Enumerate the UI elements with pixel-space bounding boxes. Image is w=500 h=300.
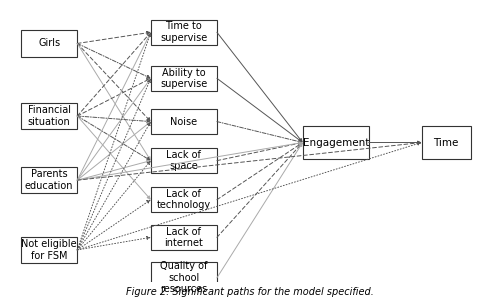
Text: Ability to
supervise: Ability to supervise xyxy=(160,68,208,89)
Bar xyxy=(21,103,78,129)
Bar xyxy=(422,127,470,158)
Text: Lack of
technology: Lack of technology xyxy=(157,189,211,211)
Text: Figure 2. Significant paths for the model specified.: Figure 2. Significant paths for the mode… xyxy=(126,287,374,297)
Text: Engagement: Engagement xyxy=(302,137,369,148)
Text: Lack of
internet: Lack of internet xyxy=(164,226,203,248)
Bar xyxy=(21,30,78,57)
Bar xyxy=(21,167,78,194)
Text: Parents
education: Parents education xyxy=(25,169,74,191)
Bar xyxy=(151,148,217,173)
Bar xyxy=(151,20,217,45)
Text: Time to
supervise: Time to supervise xyxy=(160,22,208,43)
Bar xyxy=(21,237,78,263)
Bar xyxy=(302,127,369,158)
Bar xyxy=(151,187,217,212)
Text: Time: Time xyxy=(434,137,458,148)
Text: Financial
situation: Financial situation xyxy=(28,105,70,127)
Bar xyxy=(151,66,217,91)
Text: Lack of
space: Lack of space xyxy=(166,150,202,171)
Bar xyxy=(151,109,217,134)
Bar xyxy=(151,225,217,250)
Text: Noise: Noise xyxy=(170,117,198,127)
Text: Not eligible
for FSM: Not eligible for FSM xyxy=(22,239,77,261)
Text: Girls: Girls xyxy=(38,38,60,49)
Text: Quality of
school
resources: Quality of school resources xyxy=(160,261,208,294)
Bar xyxy=(151,262,217,294)
